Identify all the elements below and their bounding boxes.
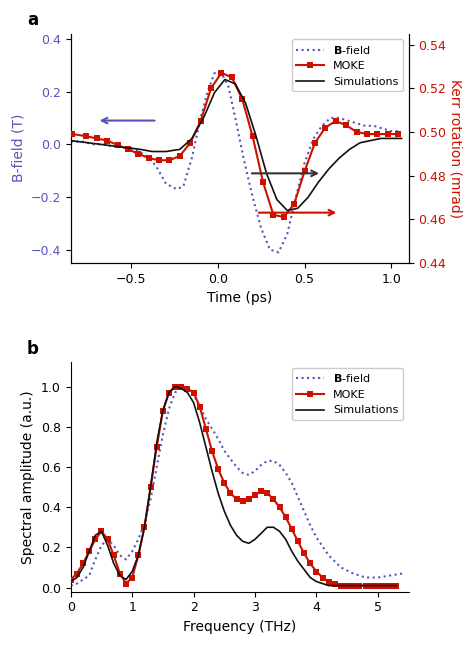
Legend: $\mathbf{B}$-field, MOKE, Simulations: $\mathbf{B}$-field, MOKE, Simulations — [292, 39, 403, 91]
Text: b: b — [27, 340, 39, 358]
Y-axis label: Spectral amplitude (a.u.): Spectral amplitude (a.u.) — [21, 390, 36, 564]
Y-axis label: Kerr rotation (mrad): Kerr rotation (mrad) — [449, 79, 463, 218]
Legend: $\mathbf{B}$-field, MOKE, Simulations: $\mathbf{B}$-field, MOKE, Simulations — [292, 368, 403, 420]
Y-axis label: B-field (T): B-field (T) — [11, 114, 25, 183]
X-axis label: Time (ps): Time (ps) — [207, 291, 272, 305]
Text: a: a — [27, 11, 38, 29]
X-axis label: Frequency (THz): Frequency (THz) — [183, 620, 296, 634]
